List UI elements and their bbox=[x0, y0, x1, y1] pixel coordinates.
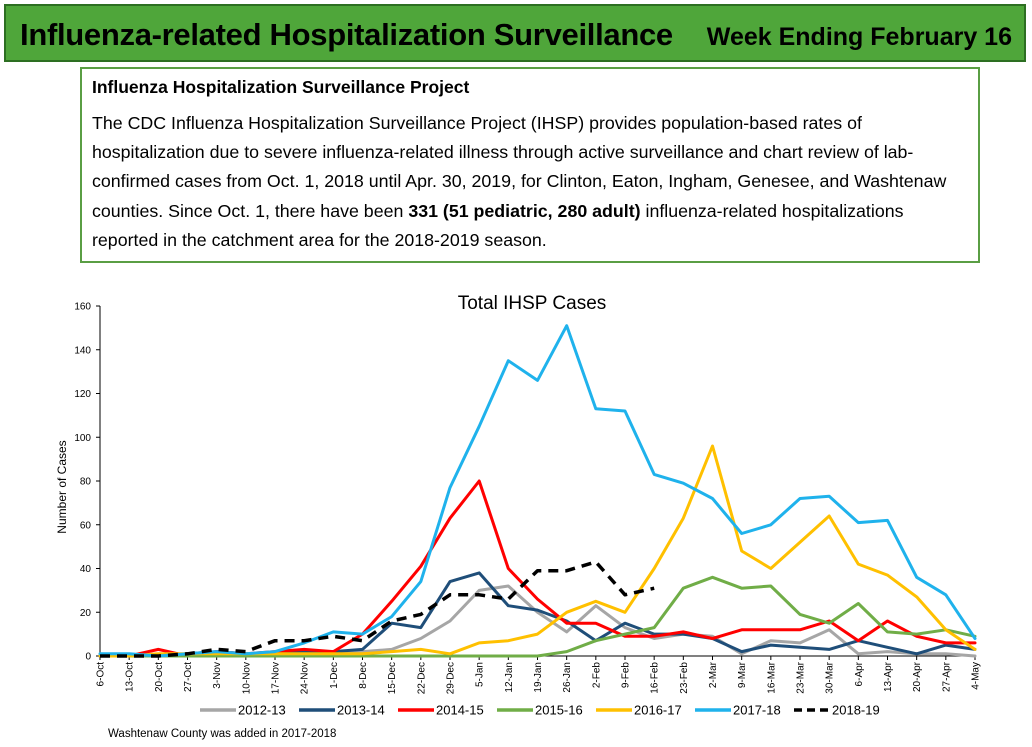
x-tick-label: 27-Oct bbox=[183, 662, 194, 692]
x-tick-label: 13-Oct bbox=[125, 662, 136, 692]
y-tick-label: 60 bbox=[80, 520, 92, 531]
info-body: The CDC Influenza Hospitalization Survei… bbox=[92, 109, 968, 255]
x-tick-label: 1-Dec bbox=[329, 662, 340, 689]
chart-title: Total IHSP Cases bbox=[458, 293, 607, 314]
x-tick-label: 23-Feb bbox=[679, 662, 690, 694]
legend-label-2017-18: 2017-18 bbox=[733, 703, 781, 718]
x-tick-label: 26-Jan bbox=[562, 662, 573, 693]
week-ending-label: Week Ending February 16 bbox=[706, 23, 1012, 51]
legend-label-2018-19: 2018-19 bbox=[832, 703, 880, 718]
y-tick-label: 140 bbox=[74, 345, 91, 356]
x-tick-label: 6-Apr bbox=[854, 661, 865, 686]
footnote: Washtenaw County was added in 2017-2018 bbox=[108, 728, 337, 740]
legend-label-2016-17: 2016-17 bbox=[634, 703, 682, 718]
legend-label-2012-13: 2012-13 bbox=[238, 703, 286, 718]
info-heading: Influenza Hospitalization Surveillance P… bbox=[92, 77, 470, 97]
x-tick-label: 22-Dec bbox=[416, 662, 427, 694]
x-tick-label: 3-Nov bbox=[212, 662, 223, 689]
x-tick-label: 17-Nov bbox=[271, 662, 282, 694]
legend-label-2014-15: 2014-15 bbox=[436, 703, 484, 718]
info-box: Influenza Hospitalization Surveillance P… bbox=[80, 67, 980, 263]
series-line-2017-18 bbox=[98, 324, 977, 658]
x-tick-label: 20-Apr bbox=[912, 661, 923, 692]
legend-label-2015-16: 2015-16 bbox=[535, 703, 583, 718]
legend-label-2013-14: 2013-14 bbox=[337, 703, 385, 718]
x-tick-label: 5-Jan bbox=[475, 662, 486, 687]
x-tick-label: 24-Nov bbox=[300, 662, 311, 694]
x-tick-label: 10-Nov bbox=[241, 662, 252, 694]
y-tick-label: 20 bbox=[80, 608, 92, 619]
x-tick-label: 6-Oct bbox=[96, 662, 107, 687]
series-line-2014-15 bbox=[98, 479, 977, 658]
hospitalization-count: 331 (51 pediatric, 280 adult) bbox=[408, 200, 641, 221]
x-tick-label: 16-Feb bbox=[650, 662, 661, 694]
x-tick-label: 27-Apr bbox=[941, 661, 952, 692]
x-tick-label: 9-Feb bbox=[621, 662, 632, 689]
y-tick-label: 160 bbox=[74, 302, 91, 313]
x-tick-label: 9-Mar bbox=[737, 661, 748, 688]
y-tick-label: 80 bbox=[80, 477, 92, 488]
header-banner: Influenza-related Hospitalization Survei… bbox=[4, 4, 1026, 62]
y-tick-label: 40 bbox=[80, 564, 92, 575]
x-tick-label: 19-Jan bbox=[533, 662, 544, 693]
ihsp-line-chart: Total IHSP Cases Number of Cases 0 20 40 60 80… bbox=[55, 293, 982, 718]
x-tick-label: 30-Mar bbox=[825, 661, 836, 693]
x-tick-label: 15-Dec bbox=[387, 662, 398, 694]
x-tick-label: 16-Mar bbox=[766, 661, 777, 693]
series-line-2016-17 bbox=[98, 444, 977, 658]
x-tick-label: 29-Dec bbox=[446, 662, 457, 694]
y-tick-label: 0 bbox=[85, 652, 91, 663]
x-tick-label: 2-Mar bbox=[708, 661, 719, 688]
series-line-2018-19 bbox=[100, 560, 655, 658]
page-title: Influenza-related Hospitalization Survei… bbox=[20, 17, 673, 52]
x-tick-label: 2-Feb bbox=[591, 662, 602, 689]
x-tick-label: 13-Apr bbox=[883, 661, 894, 692]
x-tick-label: 4-May bbox=[971, 662, 982, 690]
series-line-2015-16 bbox=[98, 575, 977, 658]
info-body-text-end: influenza-related hospitalizations repor… bbox=[92, 200, 904, 250]
x-tick-label: 23-Mar bbox=[796, 661, 807, 693]
info-body-text: The CDC Influenza Hospitalization Survei… bbox=[92, 113, 947, 221]
y-tick-label: 120 bbox=[74, 389, 91, 400]
x-tick-label: 20-Oct bbox=[154, 662, 165, 692]
x-tick-label: 12-Jan bbox=[504, 662, 515, 693]
y-axis-label: Number of Cases bbox=[55, 440, 69, 533]
y-tick-label: 100 bbox=[74, 433, 91, 444]
x-tick-label: 8-Dec bbox=[358, 662, 369, 689]
